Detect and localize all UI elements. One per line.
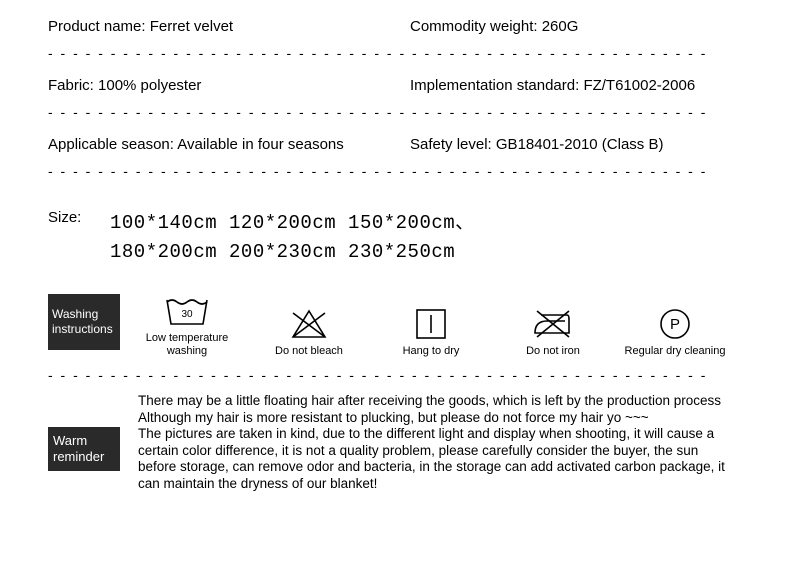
wash-caption: Regular dry cleaning (625, 345, 726, 358)
divider: - - - - - - - - - - - - - - - - - - - - … (48, 161, 742, 191)
reminder-heading: Warm reminder (53, 433, 115, 466)
standard-label: Implementation standard: (410, 77, 579, 94)
dry-clean-icon: P (657, 307, 693, 341)
standard-value: FZ/T61002-2006 (583, 77, 695, 94)
no-bleach-icon (289, 307, 329, 341)
size-line-1: 100*140cm 120*200cm 150*200cm、 (110, 209, 475, 238)
divider: - - - - - - - - - - - - - - - - - - - - … (48, 43, 742, 73)
wash-caption: Do not iron (526, 345, 580, 358)
wash-item-no-iron: Do not iron (499, 307, 607, 358)
fabric-value: 100% polyester (98, 77, 201, 94)
product-name-value: Ferret velvet (150, 18, 233, 35)
safety-label: Safety level: (410, 136, 492, 153)
size-line-2: 180*200cm 200*230cm 230*250cm (110, 238, 475, 267)
standard: Implementation standard: FZ/T61002-2006 (410, 77, 742, 94)
wash-item-dry-clean: P Regular dry cleaning (621, 307, 729, 358)
reminder-text: There may be a little floating hair afte… (120, 393, 742, 492)
wash-item-low-temp: 30 Low temperature washing (133, 294, 241, 357)
wash-tub-icon: 30 (164, 294, 210, 328)
wash-caption: Do not bleach (275, 345, 343, 358)
weight-label: Commodity weight: (410, 18, 538, 35)
product-name-label: Product name: (48, 18, 146, 35)
season: Applicable season: Available in four sea… (48, 136, 410, 153)
product-name: Product name: Ferret velvet (48, 18, 410, 35)
washing-section: Washing instructions 30 Low temperature … (48, 294, 742, 357)
hang-dry-icon (413, 307, 449, 341)
svg-text:30: 30 (181, 309, 193, 320)
weight-value: 260G (542, 18, 579, 35)
fabric: Fabric: 100% polyester (48, 77, 410, 94)
spec-row-3: Applicable season: Available in four sea… (48, 132, 742, 161)
safety-value: GB18401-2010 (Class B) (496, 136, 664, 153)
washing-heading-box: Washing instructions (48, 294, 120, 350)
washing-icons: 30 Low temperature washing Do not bleach… (120, 294, 742, 357)
commodity-weight: Commodity weight: 260G (410, 18, 742, 35)
size-label: Size: (48, 209, 110, 268)
reminder-heading-box: Warm reminder (48, 427, 120, 471)
season-label: Applicable season: (48, 136, 174, 153)
spec-row-2: Fabric: 100% polyester Implementation st… (48, 73, 742, 102)
divider: - - - - - - - - - - - - - - - - - - - - … (48, 357, 742, 387)
size-values: 100*140cm 120*200cm 150*200cm、 180*200cm… (110, 209, 475, 268)
washing-heading: Washing instructions (52, 307, 116, 337)
size-row: Size: 100*140cm 120*200cm 150*200cm、 180… (48, 191, 742, 278)
season-value: Available in four seasons (177, 136, 344, 153)
fabric-label: Fabric: (48, 77, 94, 94)
wash-caption: Low temperature washing (133, 332, 241, 357)
divider: - - - - - - - - - - - - - - - - - - - - … (48, 102, 742, 132)
no-iron-icon (531, 307, 575, 341)
spec-row-1: Product name: Ferret velvet Commodity we… (48, 14, 742, 43)
wash-caption: Hang to dry (403, 345, 460, 358)
svg-text:P: P (670, 316, 680, 333)
safety: Safety level: GB18401-2010 (Class B) (410, 136, 742, 153)
wash-item-no-bleach: Do not bleach (255, 307, 363, 358)
reminder-section: Warm reminder There may be a little floa… (48, 393, 742, 492)
wash-item-hang-dry: Hang to dry (377, 307, 485, 358)
